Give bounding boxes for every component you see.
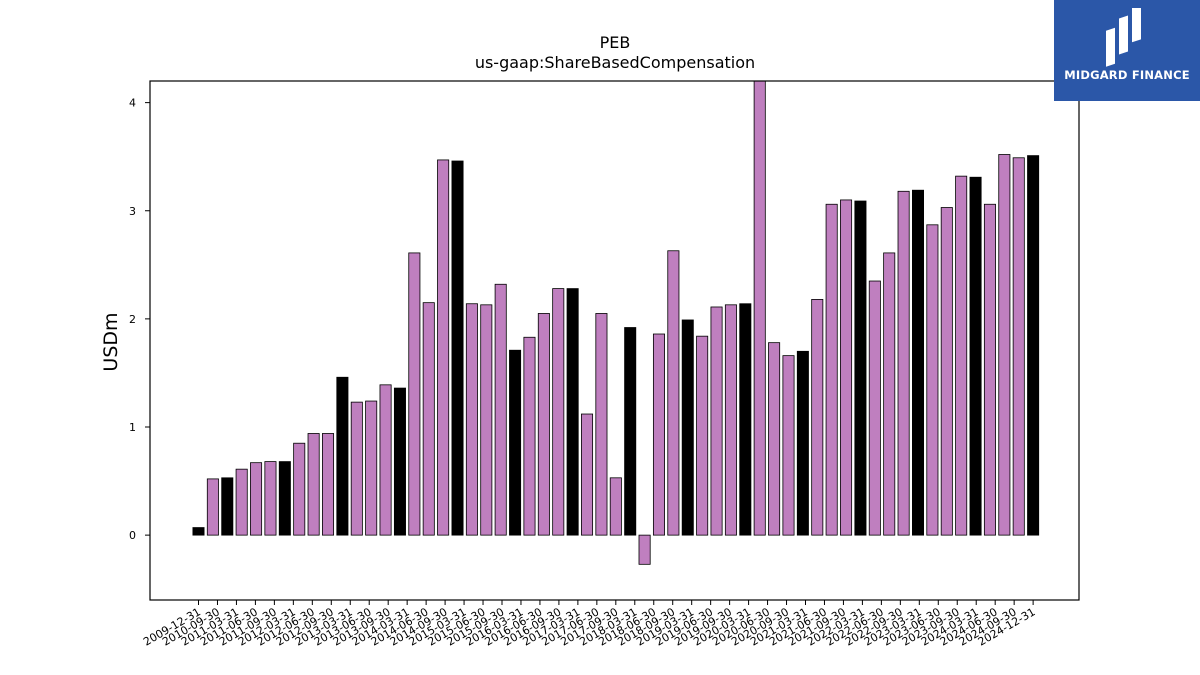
y-tick-label: 2: [129, 313, 136, 326]
chart-title: PEB: [600, 33, 631, 52]
brand-mark-icon: [1106, 8, 1141, 67]
bar-2017-09-30: [638, 534, 651, 565]
bar-2011-12-31: [307, 433, 320, 536]
bar-2018-03-31: [667, 250, 680, 536]
brand-name: MIDGARD FINANCE: [1064, 68, 1190, 82]
bar-2010-06-30: [221, 477, 234, 536]
bar-2018-12-31: [710, 306, 723, 536]
bar-2019-06-30: [739, 303, 752, 536]
bar-2010-09-30: [235, 468, 248, 536]
bar-2017-03-31: [609, 477, 622, 536]
bar-2011-09-30: [293, 442, 306, 536]
bar-2019-09-30: [753, 80, 766, 536]
bar-2022-03-31: [897, 190, 910, 536]
bar-2019-12-31: [768, 342, 781, 536]
bar-2012-12-31: [365, 400, 378, 536]
bar-2012-09-30: [350, 401, 363, 536]
bar-2015-09-30: [523, 336, 536, 536]
bar-2023-06-30: [969, 176, 982, 536]
bar-2023-03-31: [955, 175, 968, 536]
bar-2013-06-30: [393, 387, 406, 536]
bar-2012-03-31: [322, 433, 335, 536]
bar-2016-06-30: [566, 288, 579, 536]
y-tick-label: 4: [129, 97, 136, 110]
bar-2010-03-31: [206, 478, 219, 536]
bar-2021-03-31: [840, 199, 853, 536]
bar-2022-09-30: [926, 224, 939, 536]
bar-2016-03-31: [552, 288, 565, 536]
bar-2015-12-31: [537, 313, 550, 536]
bar-2009-12-31: [192, 527, 205, 536]
bar-2010-12-31: [250, 462, 263, 536]
bar-2011-03-31: [264, 461, 277, 536]
bar-2022-12-31: [940, 207, 953, 536]
chart-subtitle: us-gaap:ShareBasedCompensation: [475, 53, 755, 72]
y-tick-label: 1: [129, 421, 136, 434]
y-tick-label: 3: [129, 205, 136, 218]
bar-2017-06-30: [624, 327, 637, 536]
brand-logo: MIDGARD FINANCE: [1054, 0, 1200, 101]
bar-2020-12-31: [825, 203, 838, 536]
bar-2013-09-30: [408, 252, 421, 536]
bar-2016-09-30: [581, 413, 594, 536]
y-axis: 0 1 2 3 4: [129, 97, 150, 542]
bar-2020-09-30: [811, 299, 824, 536]
bar-2024-06-30: [1027, 155, 1040, 536]
plot-frame: [149, 80, 1080, 601]
bar-2018-09-30: [696, 335, 709, 536]
bar-2014-06-30: [451, 160, 464, 536]
bar-2021-12-31: [883, 252, 896, 536]
bar-2020-06-30: [796, 350, 809, 536]
x-axis: 2009-12-312010-09-302011-03-312011-06-30…: [141, 600, 1038, 649]
y-axis-label: USDm: [100, 312, 122, 371]
bar-2021-06-30: [854, 200, 867, 536]
bar-2022-06-30: [912, 189, 925, 536]
bar-2024-03-31: [1012, 157, 1025, 536]
bar-2016-12-31: [595, 313, 608, 536]
bar-2017-12-31: [652, 333, 665, 536]
bar-2014-03-31: [437, 159, 450, 536]
bar-2014-12-31: [480, 304, 493, 536]
bar-2018-06-30: [681, 319, 694, 536]
bar-2012-06-30: [336, 376, 349, 536]
bar-2023-12-31: [998, 154, 1011, 536]
bar-2014-09-30: [465, 303, 478, 536]
y-tick-label: 0: [129, 529, 136, 542]
bar-2020-03-31: [782, 355, 795, 536]
bar-2013-03-31: [379, 384, 392, 536]
bar-2019-03-31: [724, 304, 737, 536]
bar-2021-09-30: [868, 280, 881, 536]
bars-group: [192, 80, 1040, 565]
bar-2023-09-30: [983, 203, 996, 536]
bar-2015-03-31: [494, 283, 507, 536]
bar-2013-12-31: [422, 302, 435, 536]
bar-2015-06-30: [509, 349, 522, 536]
bar-2011-06-30: [278, 461, 291, 536]
